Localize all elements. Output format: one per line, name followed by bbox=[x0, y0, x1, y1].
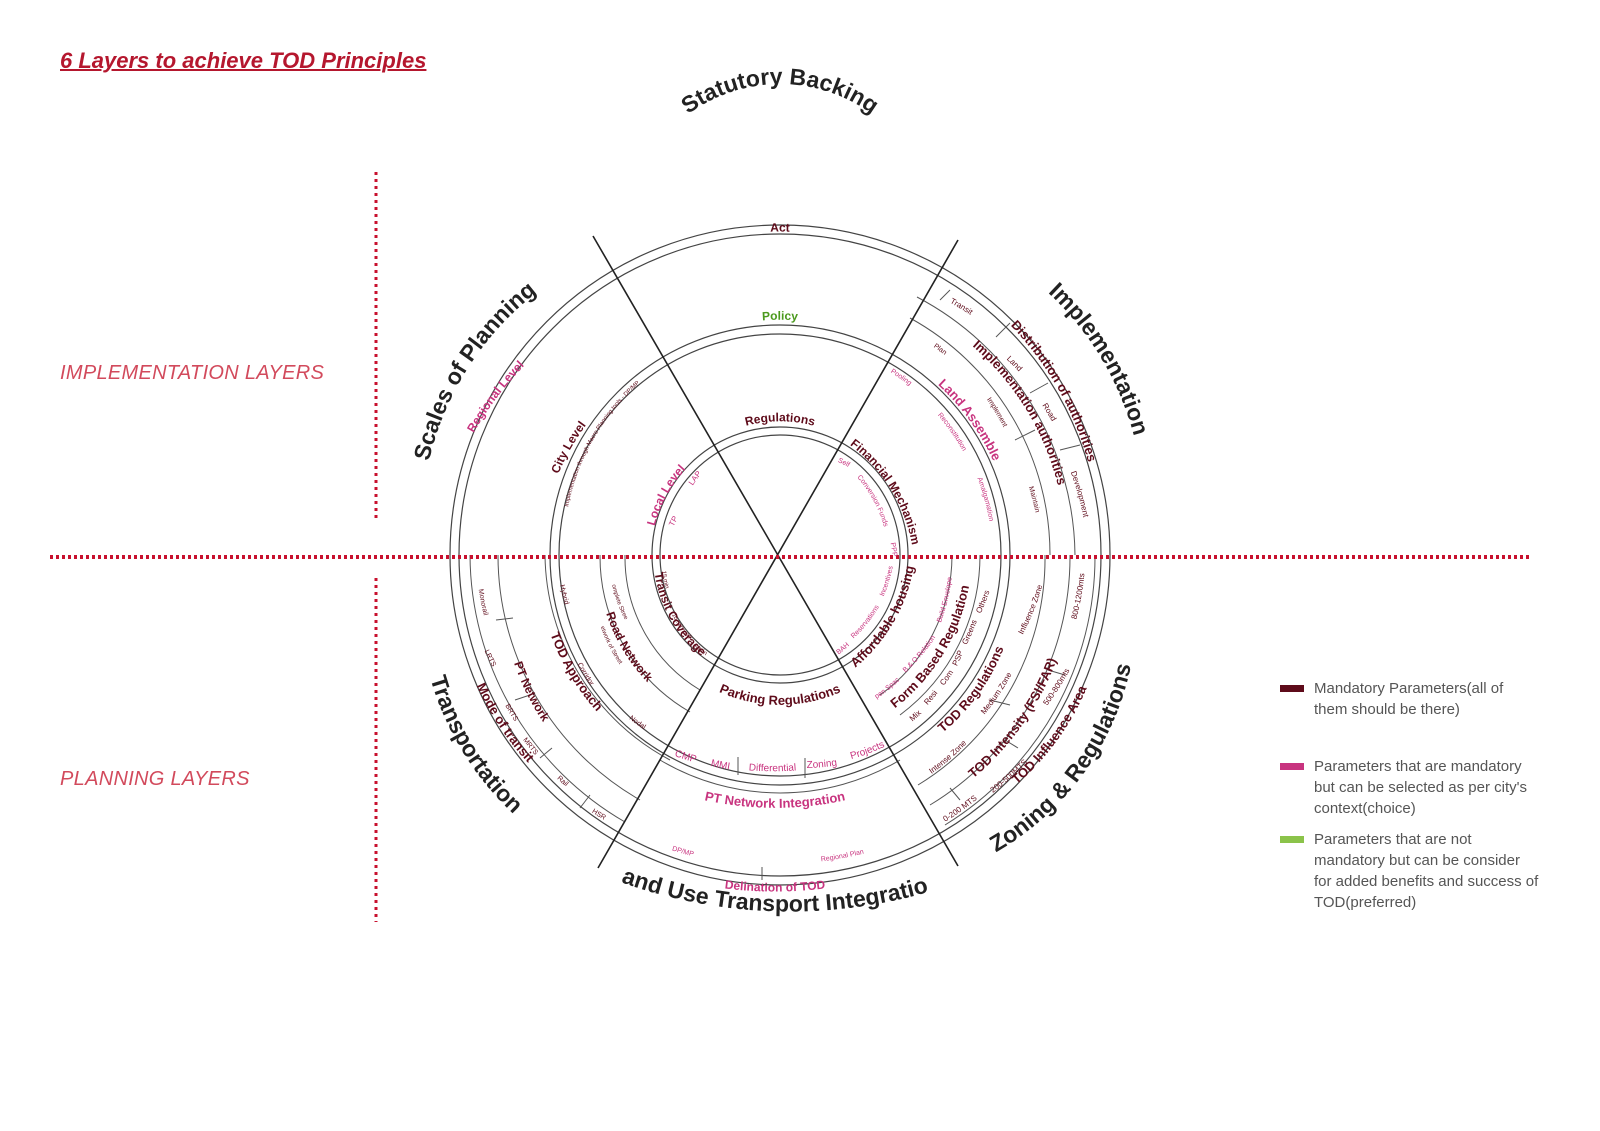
label-plan: Plan bbox=[932, 343, 948, 357]
label-regional-plan: Regional Plan bbox=[820, 849, 864, 864]
label-0-200: 0-200 MTS bbox=[941, 793, 978, 823]
sector-zoning-regulations: Zoning & Regulations bbox=[985, 661, 1136, 857]
label-cmp: CMP bbox=[673, 748, 698, 765]
label-hybrid: Hybrid bbox=[558, 584, 570, 605]
label-implement: Implement bbox=[985, 397, 1008, 429]
planning-layers-label: PLANNING LAYERS bbox=[60, 768, 250, 790]
label-dpmp: DP/MP bbox=[671, 845, 695, 858]
implementation-layers-label: IMPLEMENTATION LAYERS bbox=[60, 362, 325, 384]
legend-item-mandatory: Mandatory Parameters(all of them should … bbox=[1280, 678, 1540, 720]
label-city-level: City Level bbox=[548, 418, 588, 475]
label-reconstitution: Reconstitution bbox=[936, 412, 967, 453]
legend-text: Parameters that are mandatory but can be… bbox=[1314, 758, 1527, 817]
label-financial-mechanism: Financial Mechanism bbox=[848, 436, 923, 546]
label-lrts: LRTS bbox=[483, 649, 497, 668]
legend: Mandatory Parameters(all of them should … bbox=[1280, 678, 1540, 923]
legend-text: Mandatory Parameters(all of them should … bbox=[1314, 680, 1504, 718]
label-lap: LAP bbox=[687, 469, 703, 487]
legend-text: Parameters that are not mandatory but ca… bbox=[1314, 831, 1539, 911]
label-nodal: Nodal bbox=[628, 715, 647, 731]
band-dividers bbox=[495, 289, 1081, 880]
label-self: Self bbox=[837, 457, 851, 469]
label-regulations: Regulations bbox=[743, 410, 817, 429]
label-pooling: Pooling bbox=[889, 368, 912, 387]
label-incentives: Incentives bbox=[879, 565, 895, 597]
label-differential: Differential bbox=[748, 762, 796, 774]
label-psp: PSP bbox=[951, 649, 966, 667]
sector-statutory-backing: Statutory Backing bbox=[676, 63, 884, 118]
label-maintain: Maintain bbox=[1027, 486, 1041, 514]
label-act: Act bbox=[770, 221, 790, 235]
label-transit-coverage: Transit Coverage bbox=[652, 571, 709, 658]
sector-implementation: Implementation bbox=[1044, 277, 1154, 438]
label-policy: Policy bbox=[762, 309, 799, 324]
label-resi: Resi bbox=[922, 688, 939, 706]
label-open-space: Open Space bbox=[0, 0, 901, 701]
label-15-min: 15 min bbox=[660, 571, 669, 590]
label-transit: Transit bbox=[949, 296, 975, 317]
label-tp: TP bbox=[667, 514, 680, 527]
label-com: Com bbox=[938, 668, 955, 687]
label-regional-level: Regional Level bbox=[464, 358, 526, 435]
label-parking-regulations: Parking Regulations bbox=[718, 681, 843, 708]
label-mmi: MMI bbox=[710, 758, 731, 773]
page-title: 6 Layers to achieve TOD Principles bbox=[60, 48, 427, 73]
label-ppp: PPP bbox=[889, 542, 898, 557]
label-pt-integration: PT Network Integration bbox=[704, 788, 847, 810]
label-network-streets: Network of Streets bbox=[0, 0, 623, 666]
label-mix: Mix bbox=[908, 708, 923, 723]
label-intense-zone: Intense Zone bbox=[927, 738, 968, 776]
sector-spokes bbox=[592, 235, 959, 869]
sector-land-use-transport: Land Use Transport Integration bbox=[0, 0, 930, 917]
legend-swatch-mandatory bbox=[1280, 685, 1304, 692]
label-zoning: Zoning bbox=[807, 758, 838, 771]
legend-swatch-preferred bbox=[1280, 836, 1304, 843]
legend-swatch-choice bbox=[1280, 763, 1304, 770]
label-projects: Projects bbox=[849, 739, 886, 762]
label-monorail: Monorail bbox=[477, 589, 489, 617]
legend-item-choice: Parameters that are mandatory but can be… bbox=[1280, 756, 1540, 819]
label-amalgamation: Amalgamation bbox=[975, 477, 994, 522]
sub-band-arcs bbox=[469, 296, 1096, 826]
label-pt-network: PT Network bbox=[511, 659, 552, 724]
label-delineation: Delination of TOD bbox=[724, 877, 826, 894]
label-impl-authorities: Implementation authorities bbox=[970, 337, 1069, 487]
label-complete-streets: Complete Streets bbox=[0, 0, 629, 621]
label-800-1200: 800-1200mts bbox=[1070, 573, 1087, 620]
legend-item-preferred: Parameters that are not mandatory but ca… bbox=[1280, 829, 1540, 913]
label-development: Development bbox=[1069, 470, 1091, 519]
label-greens: Greens bbox=[960, 619, 979, 646]
